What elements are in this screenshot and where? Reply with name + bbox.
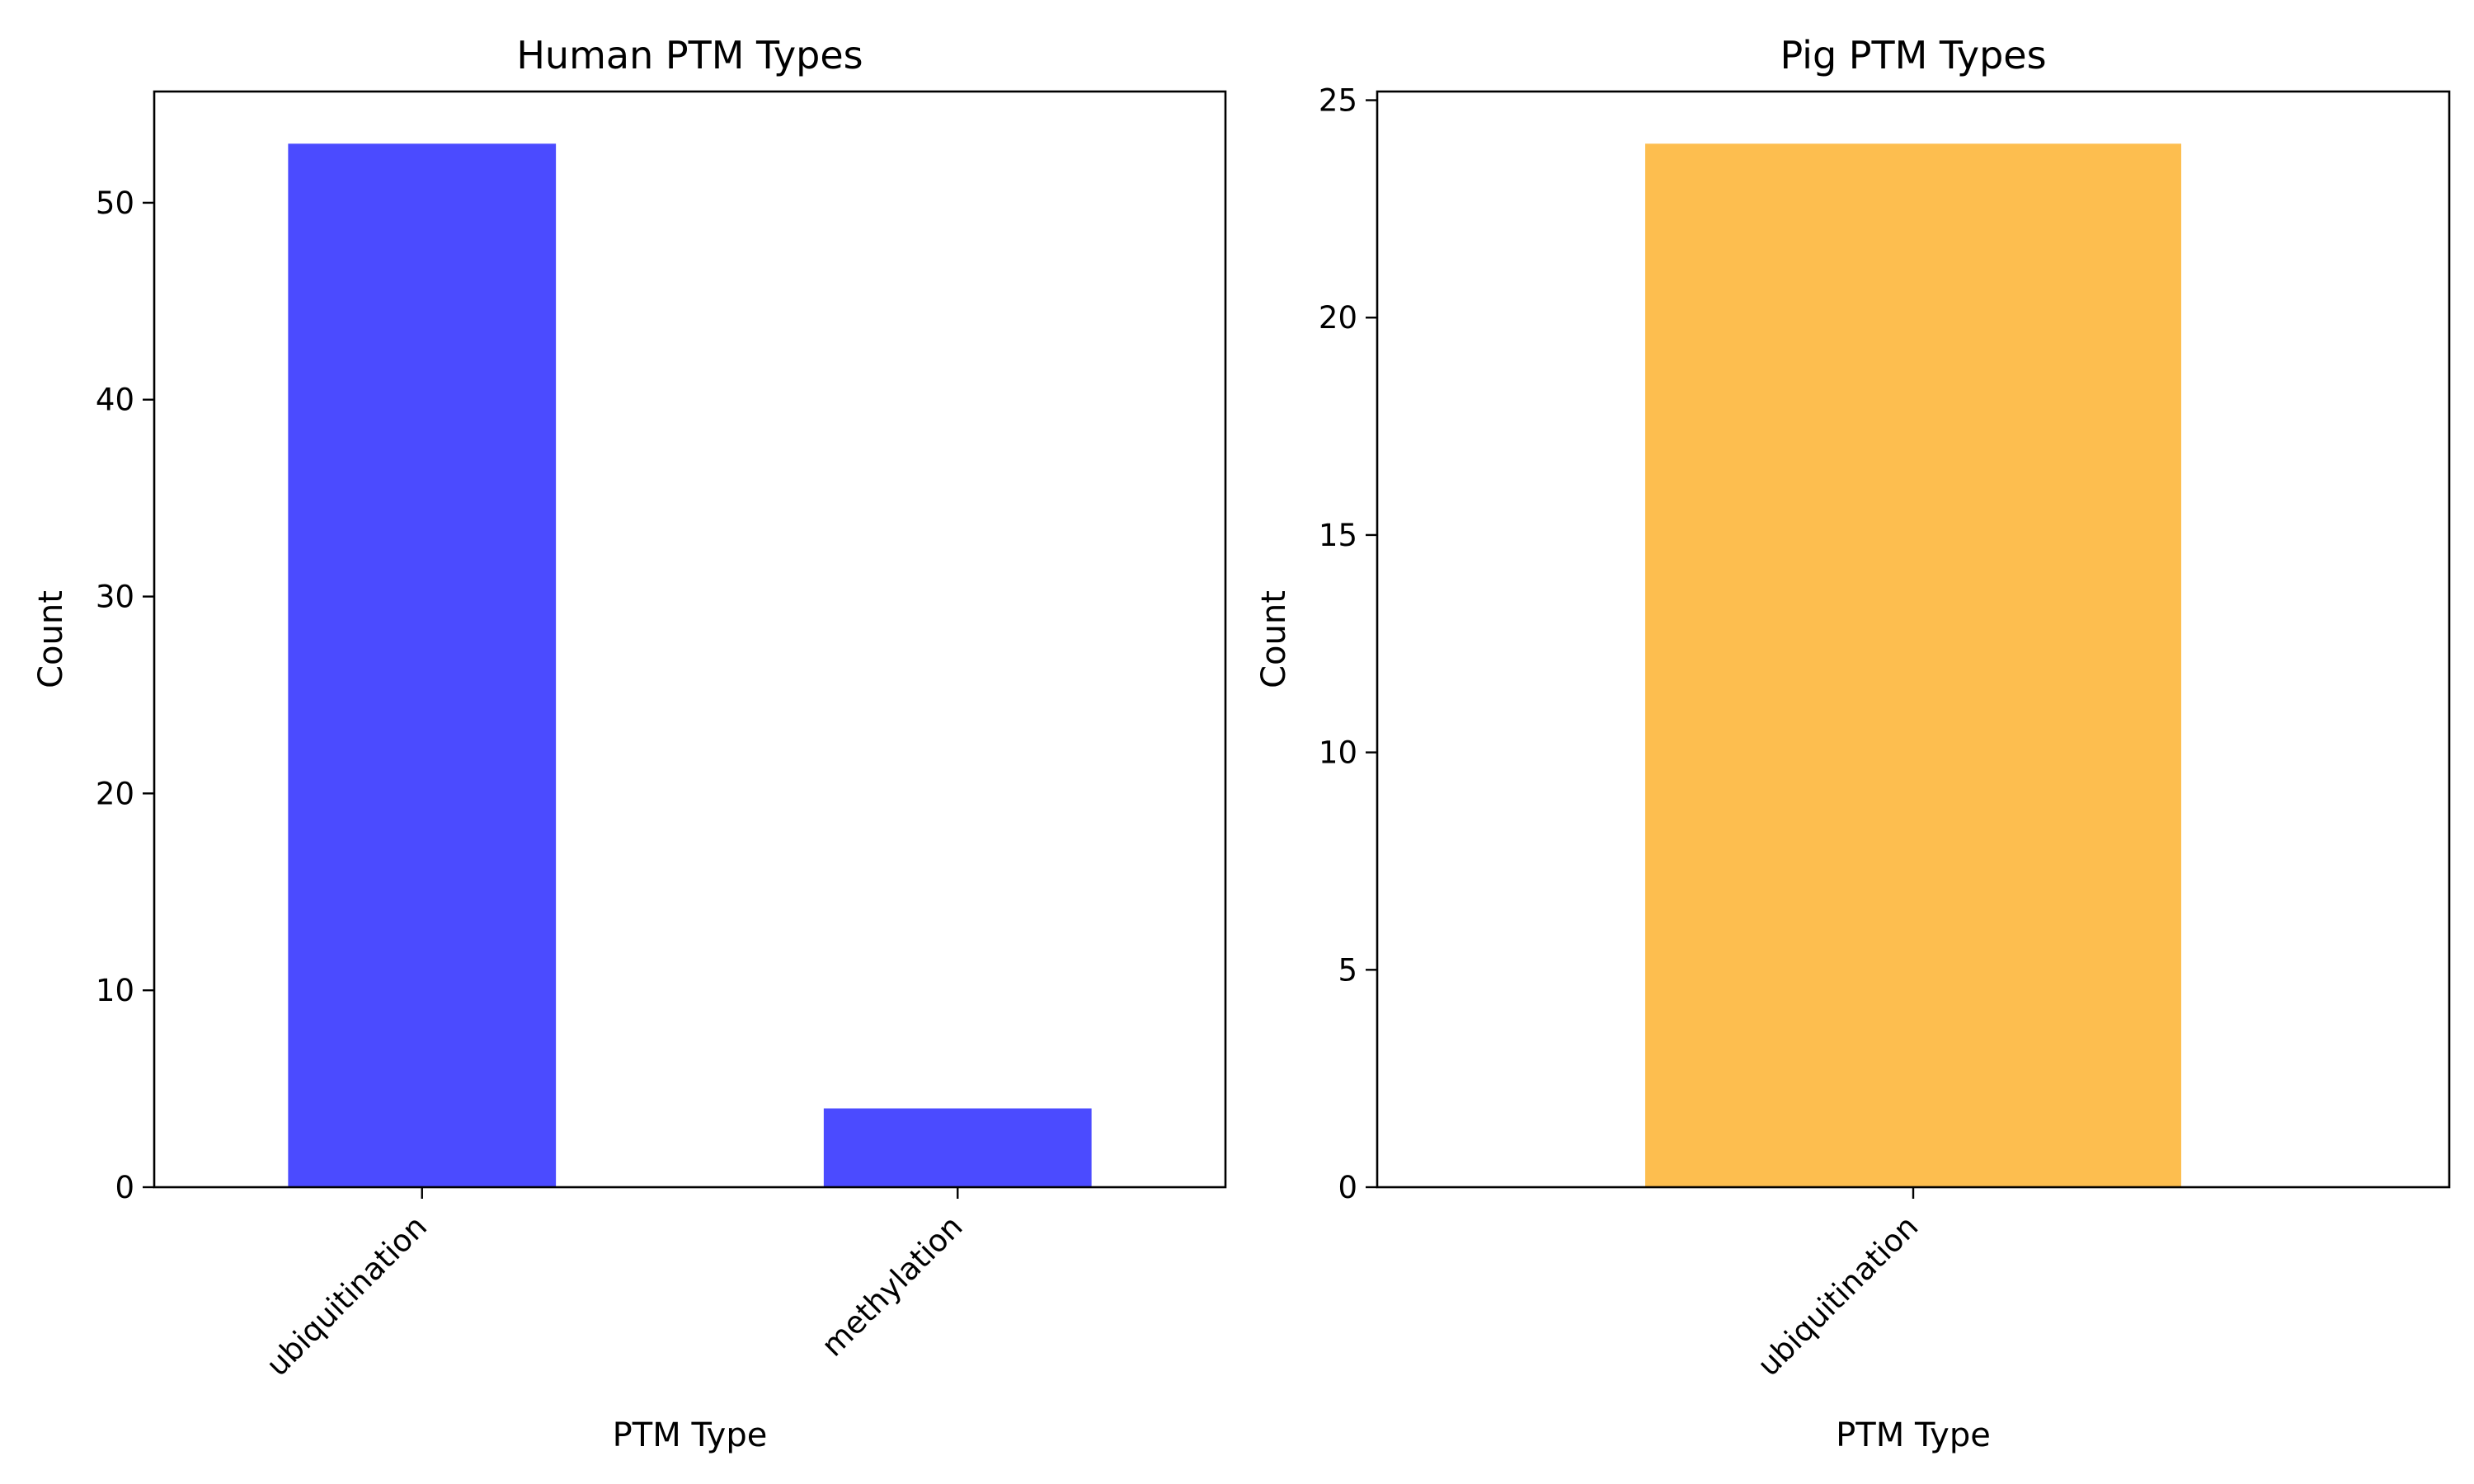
y-tick-label: 20	[96, 776, 134, 811]
y-ticks: 0 10 20 30 40 50	[96, 186, 154, 1205]
bars	[288, 143, 1092, 1187]
pig-ptm-chart: Pig PTM Types PTM Type Count 0510152025 …	[1255, 33, 2451, 1454]
y-tick-label: 10	[1319, 735, 1357, 771]
y-tick-label: 50	[96, 186, 134, 221]
y-tick-label: 0	[115, 1170, 134, 1205]
y-tick-label: 30	[96, 580, 134, 615]
plot-frame	[153, 90, 1227, 1189]
y-axis-label: Count	[32, 590, 70, 688]
chart-title: Pig PTM Types	[1780, 33, 2046, 77]
bars	[1645, 143, 2181, 1187]
x-axis-label: PTM Type	[613, 1416, 768, 1454]
y-ticks: 0 5 10 15 20 25	[1319, 83, 1377, 1205]
y-tick-label: 10	[96, 973, 134, 1008]
bar-ubiquitination	[1645, 143, 2181, 1187]
y-tick-label: 0	[1338, 1170, 1357, 1205]
y-tick-label: 5	[1338, 952, 1357, 988]
y-axis-label: Count	[1255, 590, 1293, 688]
bar-methylation	[823, 1108, 1092, 1187]
x-axis-label: PTM Type	[1836, 1416, 1991, 1454]
bar-ubiquitination	[288, 143, 557, 1187]
chart-title: Human PTM Types	[516, 33, 863, 77]
y-tick-label: 40	[96, 383, 134, 418]
plot-frame	[1376, 90, 2451, 1189]
y-tick-label: 15	[1319, 518, 1357, 553]
y-tick-label: 20	[1319, 300, 1357, 336]
y-tick-label: 25	[1319, 83, 1357, 119]
